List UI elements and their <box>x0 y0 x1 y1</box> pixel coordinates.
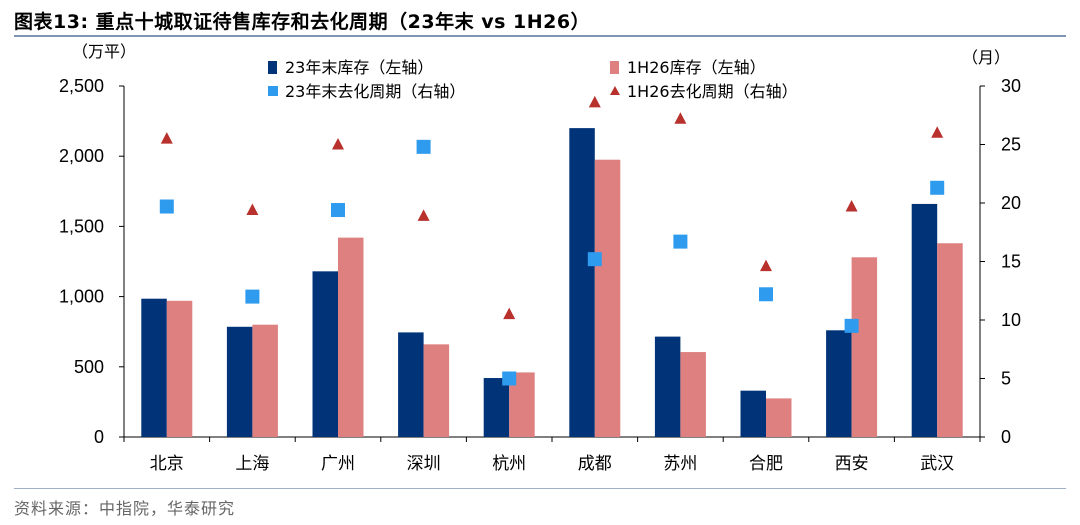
bar-inventory-2023 <box>226 326 253 437</box>
right-tick-label: 0 <box>1001 427 1011 447</box>
bar-inventory-1h26 <box>252 324 278 437</box>
legend-swatch <box>610 86 620 95</box>
category-label: 苏州 <box>663 454 697 474</box>
legend-label: 23年末库存（左轴） <box>285 58 433 77</box>
right-tick-label: 10 <box>1001 310 1021 330</box>
category-label: 西安 <box>835 454 869 474</box>
legend-swatch <box>268 86 278 96</box>
point-cycle-2023 <box>502 371 517 386</box>
legend-label: 23年末去化周期（右轴） <box>285 82 465 101</box>
bar-inventory-1h26 <box>937 243 963 437</box>
bar-inventory-2023 <box>312 271 338 437</box>
right-tick-label: 30 <box>1001 76 1021 96</box>
point-cycle-2023 <box>930 180 945 195</box>
bar-inventory-2023 <box>483 378 510 437</box>
category-label: 合肥 <box>749 454 783 474</box>
bar-inventory-1h26 <box>680 352 706 437</box>
bar-inventory-1h26 <box>166 300 193 437</box>
right-tick-label: 5 <box>1001 369 1011 389</box>
point-cycle-2023 <box>159 199 174 214</box>
legend-label: 1H26库存（左轴） <box>627 58 766 77</box>
point-cycle-2023 <box>416 139 431 154</box>
category-label: 上海 <box>235 454 269 474</box>
figure-title: 图表13: 重点十城取证待售库存和去化周期（23年末 vs 1H26） <box>14 11 591 33</box>
point-cycle-2023 <box>844 318 859 333</box>
bar-inventory-2023 <box>141 298 167 437</box>
point-cycle-1h26 <box>160 132 173 144</box>
right-tick-label: 25 <box>1001 135 1021 155</box>
bar-inventory-1h26 <box>338 237 364 437</box>
left-tick-label: 2,500 <box>59 76 104 96</box>
footer-rule <box>14 488 1066 489</box>
category-label: 武汉 <box>920 454 954 474</box>
legend-swatch <box>610 61 619 74</box>
left-tick-label: 1,000 <box>59 287 104 307</box>
bar-inventory-2023 <box>740 390 766 437</box>
point-cycle-2023 <box>587 252 602 267</box>
left-tick-label: 0 <box>94 427 104 447</box>
point-cycle-1h26 <box>674 112 687 124</box>
point-cycle-1h26 <box>760 259 772 272</box>
left-axis-unit: （万平） <box>72 42 136 61</box>
point-cycle-1h26 <box>332 138 344 150</box>
legend-swatch <box>268 61 277 74</box>
point-cycle-2023 <box>245 289 260 304</box>
bar-inventory-1h26 <box>766 398 792 437</box>
bar-inventory-2023 <box>826 330 852 437</box>
point-cycle-1h26 <box>931 126 944 138</box>
right-axis-unit: （月） <box>962 48 1010 67</box>
category-label: 杭州 <box>492 454 526 474</box>
point-cycle-1h26 <box>246 203 259 216</box>
source-note: 资料来源：中指院，华泰研究 <box>14 499 236 518</box>
left-tick-label: 500 <box>74 357 104 377</box>
bar-inventory-2023 <box>398 332 424 437</box>
point-cycle-1h26 <box>503 307 516 320</box>
bar-inventory-1h26 <box>851 257 878 437</box>
point-cycle-2023 <box>673 234 688 249</box>
point-cycle-2023 <box>759 287 773 302</box>
category-label: 广州 <box>321 454 355 474</box>
right-tick-label: 20 <box>1001 193 1021 213</box>
right-tick-label: 15 <box>1001 252 1021 272</box>
legend-label: 1H26去化周期（右轴） <box>627 82 798 101</box>
point-cycle-2023 <box>331 203 345 218</box>
category-label: 北京 <box>150 454 184 474</box>
point-cycle-1h26 <box>417 209 430 221</box>
left-tick-label: 2,000 <box>59 146 104 166</box>
point-cycle-1h26 <box>845 200 858 212</box>
category-label: 深圳 <box>407 454 441 474</box>
point-cycle-1h26 <box>588 95 601 108</box>
left-tick-label: 1,500 <box>59 216 104 236</box>
bar-inventory-1h26 <box>594 159 621 437</box>
bar-inventory-1h26 <box>423 344 450 437</box>
bar-inventory-2023 <box>911 203 938 437</box>
category-label: 成都 <box>578 454 612 474</box>
bar-inventory-2023 <box>569 128 595 437</box>
bar-inventory-2023 <box>654 336 681 437</box>
title-rule <box>14 35 1066 37</box>
